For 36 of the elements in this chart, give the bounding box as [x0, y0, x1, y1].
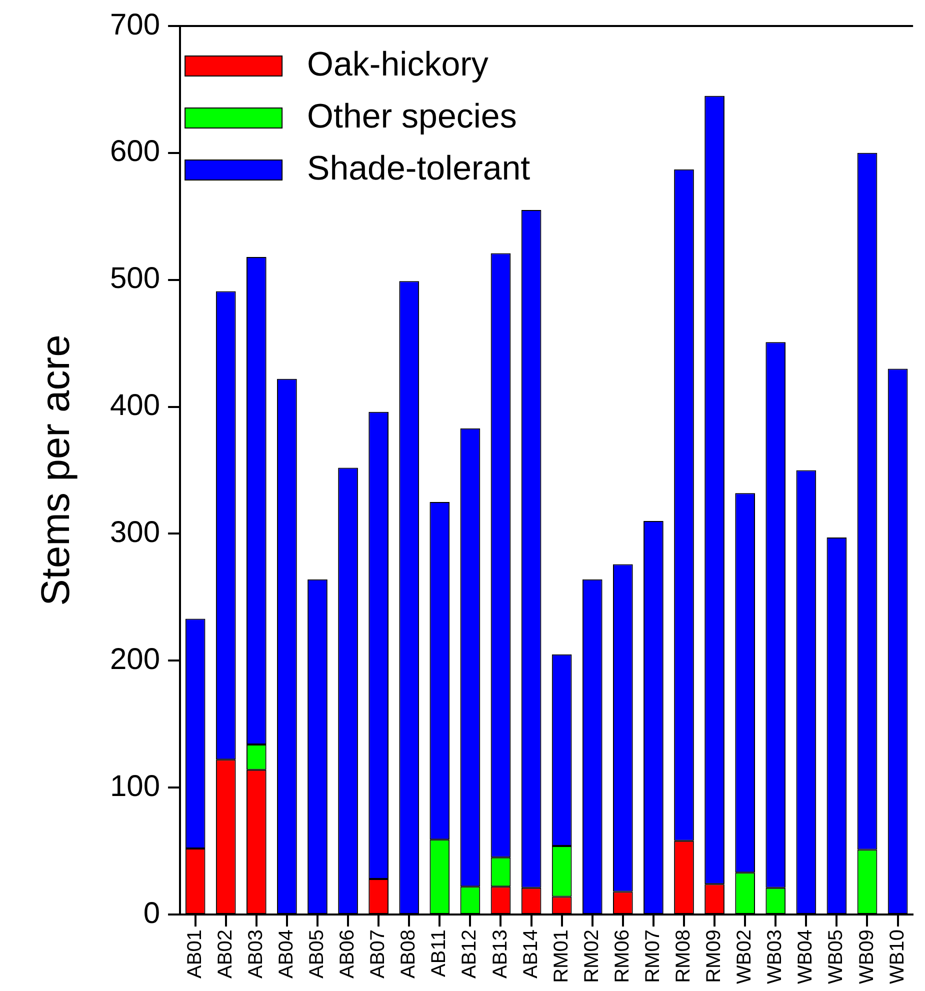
x-tick-label: AB08	[398, 930, 420, 978]
y-axis-title: Stems per acre	[34, 334, 78, 606]
y-tick-label: 300	[110, 516, 160, 549]
x-tick-label: AB12	[458, 930, 481, 978]
y-tick-label: 0	[143, 896, 160, 930]
x-tick-label: AB02	[214, 930, 236, 978]
x-tick-label: WB05	[825, 930, 848, 984]
y-tick-label: 400	[110, 389, 160, 422]
x-tick-label: AB06	[336, 930, 359, 978]
x-tick-label: AB13	[489, 930, 512, 978]
x-tick-label: RM07	[642, 930, 664, 983]
x-tick-label: AB05	[306, 930, 328, 978]
y-tick-label: 100	[110, 770, 160, 803]
x-tick-label: AB07	[367, 930, 390, 978]
x-tick-label: RM02	[580, 930, 603, 983]
x-tick-label: RM09	[703, 930, 726, 983]
x-tick-label: WB04	[794, 930, 817, 984]
y-tick-label: 500	[110, 262, 160, 296]
y-tick-label: 700	[110, 8, 160, 42]
x-tick-label: WB10	[886, 930, 908, 984]
x-tick-label: RM06	[611, 930, 634, 983]
x-tick-label: RM01	[550, 930, 572, 983]
x-tick-label: WB09	[856, 930, 878, 984]
x-tick-label: RM08	[672, 930, 695, 983]
legend-label: Shade-tolerant	[307, 149, 531, 188]
x-tick-label: AB04	[275, 930, 298, 978]
x-tick-label: AB14	[520, 930, 542, 978]
x-tick-label: AB03	[244, 930, 267, 978]
legend-label: Oak-hickory	[307, 45, 488, 84]
x-tick-label: AB11	[428, 930, 450, 977]
y-tick-label: 600	[110, 135, 160, 168]
y-tick-label: 200	[110, 642, 160, 676]
x-tick-label: WB02	[734, 930, 756, 984]
x-tick-label: WB03	[764, 930, 786, 984]
x-tick-label: AB01	[184, 930, 206, 978]
legend-label: Other species	[307, 97, 517, 136]
